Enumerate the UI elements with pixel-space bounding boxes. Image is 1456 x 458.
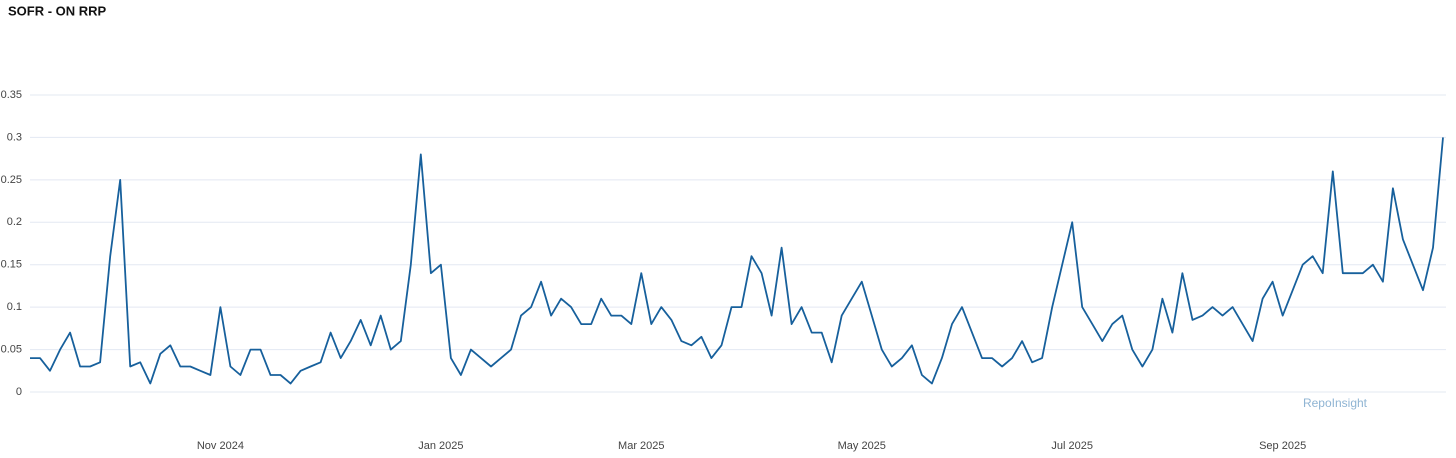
x-tick-label: Sep 2025 — [1259, 440, 1306, 452]
watermark: RepoInsight — [1303, 396, 1368, 410]
y-tick-label: 0 — [16, 386, 22, 398]
x-tick-label: Jan 2025 — [418, 440, 463, 452]
y-tick-label: 0.1 — [7, 301, 22, 313]
y-tick-label: 0.3 — [7, 131, 22, 143]
y-tick-label: 0.05 — [1, 343, 22, 355]
x-tick-label: Mar 2025 — [618, 440, 664, 452]
y-tick-label: 0.25 — [1, 174, 22, 186]
y-tick-label: 0.2 — [7, 216, 22, 228]
y-tick-label: 0.35 — [1, 89, 22, 101]
x-tick-label: Jul 2025 — [1051, 440, 1093, 452]
line-series — [30, 137, 1444, 385]
x-tick-label: Nov 2024 — [197, 440, 244, 452]
y-tick-label: 0.15 — [1, 259, 22, 271]
chart-title: SOFR - ON RRP — [8, 3, 107, 18]
x-tick-label: May 2025 — [838, 440, 886, 452]
